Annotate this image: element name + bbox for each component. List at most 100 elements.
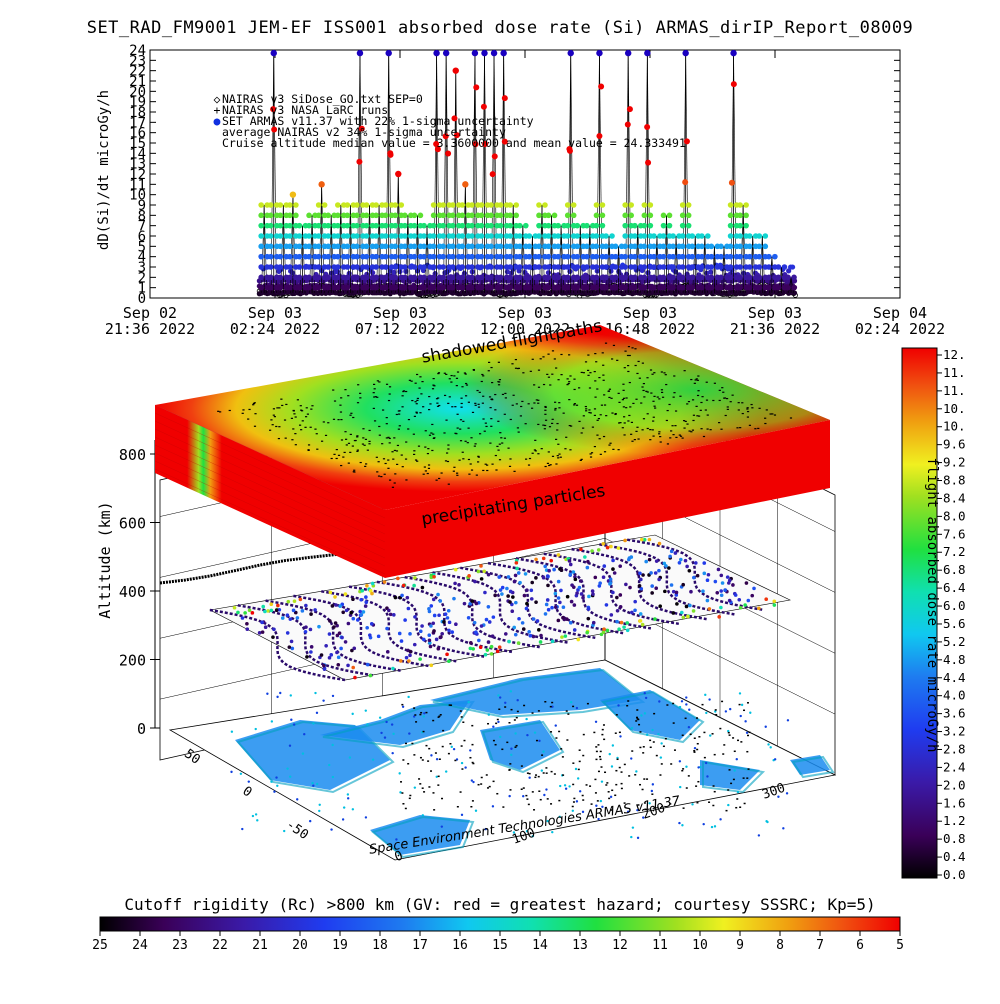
spike-point bbox=[775, 284, 782, 291]
map-dot bbox=[254, 727, 257, 731]
map-dot bbox=[724, 710, 728, 713]
legend-item: + NAIRAS v3 NASA LaRC runs bbox=[213, 103, 389, 117]
spike-point bbox=[373, 233, 379, 239]
slab-track-dot bbox=[438, 404, 441, 407]
track-point bbox=[495, 649, 500, 654]
map-dot bbox=[678, 760, 682, 763]
spike-point bbox=[651, 284, 657, 291]
track-point bbox=[322, 666, 327, 671]
track-dot bbox=[418, 778, 421, 780]
spike-point bbox=[699, 264, 705, 270]
spike-point bbox=[766, 274, 772, 281]
track-point bbox=[649, 571, 653, 575]
spike-point bbox=[258, 274, 264, 281]
legend: ◇ NAIRAS v3 SiDose_GO.txt SEP=0 + NAIRAS v… bbox=[212, 93, 686, 149]
track-point bbox=[611, 590, 615, 595]
track-point bbox=[585, 565, 590, 570]
spike-peak-point bbox=[567, 49, 574, 57]
colorbar-tick-label: 0.4 bbox=[943, 849, 966, 864]
slab-track-dot bbox=[653, 405, 656, 407]
slab-track-dot bbox=[353, 469, 356, 471]
spike-point bbox=[411, 284, 418, 291]
slab-track-dot bbox=[387, 459, 390, 461]
track-point bbox=[524, 606, 529, 611]
spike-point bbox=[497, 212, 504, 219]
slab-track-dot bbox=[643, 396, 646, 398]
track-point bbox=[628, 585, 632, 590]
track-dot bbox=[509, 789, 512, 791]
colorbar-tick-label: 0.0 bbox=[943, 867, 966, 882]
slab-track-dot bbox=[456, 472, 459, 474]
spike-point bbox=[756, 233, 763, 239]
track-dot bbox=[655, 754, 658, 757]
map-dot bbox=[328, 763, 331, 767]
slab-track-dot bbox=[377, 475, 381, 477]
colorbar-tick-label: 25 bbox=[92, 938, 108, 953]
slab-track-dot bbox=[599, 453, 602, 455]
slab-track-dot bbox=[533, 402, 536, 404]
map-dot bbox=[395, 838, 398, 841]
spike-point bbox=[641, 233, 648, 239]
slab-track-dot bbox=[478, 433, 482, 435]
slab-track-dot bbox=[450, 374, 453, 377]
track-point bbox=[654, 559, 659, 563]
spike-point bbox=[392, 264, 399, 270]
slab-track-dot bbox=[455, 433, 458, 435]
slab-track-dot bbox=[570, 425, 573, 427]
slab-track-dot bbox=[659, 436, 662, 438]
track-dot bbox=[615, 714, 618, 716]
slab-track-dot bbox=[646, 377, 649, 379]
slab-track-dot bbox=[432, 384, 435, 386]
track-point bbox=[550, 639, 555, 644]
spike-point bbox=[756, 243, 763, 250]
slab-track-dot bbox=[746, 407, 749, 409]
spike-point bbox=[622, 284, 628, 291]
track-point bbox=[639, 577, 643, 582]
spike-point bbox=[705, 233, 711, 239]
spike-point bbox=[584, 222, 590, 229]
spike-point bbox=[363, 243, 370, 250]
track-dot bbox=[449, 743, 452, 745]
spike-point bbox=[459, 222, 466, 229]
colorbar-tick-label: 10 bbox=[692, 938, 708, 953]
spike-point bbox=[363, 274, 370, 281]
slab-track-dot bbox=[473, 445, 476, 447]
slab-track-dot bbox=[594, 396, 597, 398]
spike-point bbox=[267, 253, 274, 260]
track-point bbox=[335, 623, 339, 628]
slab-track-dot bbox=[674, 425, 677, 427]
slab-track-dot bbox=[387, 436, 390, 438]
map-dot bbox=[764, 725, 767, 728]
slab-track-dot bbox=[705, 399, 709, 401]
spike-point bbox=[296, 253, 303, 260]
slab-track-dot bbox=[598, 438, 601, 440]
slab-track-dot bbox=[628, 414, 631, 417]
map-dot bbox=[630, 757, 633, 760]
spike-peak-point bbox=[644, 49, 651, 57]
slab-track-dot bbox=[566, 384, 569, 386]
track-dot bbox=[651, 793, 654, 795]
slab-track-dot bbox=[584, 361, 588, 363]
track-point bbox=[615, 619, 619, 624]
slab-track-dot bbox=[283, 419, 287, 421]
spike-point bbox=[258, 222, 264, 229]
slab-track-dot bbox=[333, 453, 336, 455]
track-point bbox=[388, 612, 393, 617]
map-dot bbox=[745, 731, 749, 734]
dot-marker-icon: ● bbox=[213, 114, 221, 128]
track-point bbox=[487, 620, 492, 624]
slab-track-dot bbox=[299, 405, 302, 407]
slab-track-dot bbox=[462, 420, 465, 422]
slab-track-dot bbox=[372, 392, 375, 394]
spike-point bbox=[296, 222, 303, 229]
map-dot bbox=[786, 719, 790, 722]
track-dot bbox=[534, 776, 537, 779]
spike-point bbox=[660, 233, 667, 239]
track-point bbox=[257, 631, 262, 635]
spike-point bbox=[536, 222, 542, 229]
track-point bbox=[657, 577, 661, 582]
colorbar-tick-label: 2.4 bbox=[943, 759, 966, 774]
spike-point bbox=[325, 212, 332, 219]
slab-track-dot bbox=[431, 449, 434, 452]
